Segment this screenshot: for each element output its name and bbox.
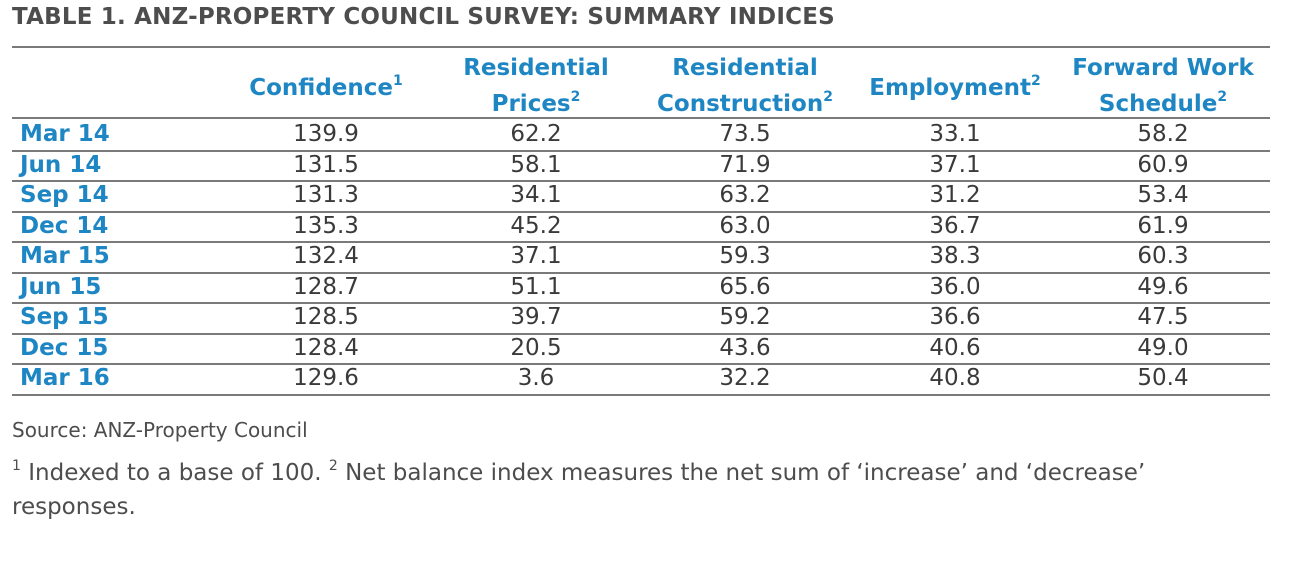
header-rule [12,117,1270,119]
table-cell: 58.1 [510,151,562,178]
row-label: Mar 15 [20,243,110,269]
column-header-label: Employment [869,75,1031,101]
row-divider [12,363,1270,365]
table-cell: 34.1 [510,182,562,208]
column-header-footnote-marker: 1 [393,73,403,89]
top-rule [12,46,1270,48]
table-cell: 43.6 [719,334,771,361]
column-header-footnote-marker: 2 [823,89,833,105]
row-divider [12,302,1270,304]
table-cell: 73.5 [719,121,771,147]
column-header-line1: Forward Work [1072,55,1254,81]
row-label: Jun 14 [20,151,102,178]
table-cell: 37.1 [510,243,562,269]
table-cell: 131.3 [293,182,359,208]
table-title: TABLE 1. ANZ-PROPERTY COUNCIL SURVEY: SU… [12,4,835,30]
row-label: Sep 14 [20,182,109,208]
row-divider [12,241,1270,243]
column-header: Construction2 [635,86,855,122]
row-divider [12,149,1270,152]
table-cell: 61.9 [1137,212,1189,239]
table-cell: 60.3 [1137,243,1189,269]
table-cell: 38.3 [929,243,981,269]
table-cell: 128.7 [293,273,359,300]
row-label: Sep 15 [20,304,109,330]
column-header: Confidence1 [216,70,436,106]
column-header-label: Prices [491,91,571,117]
table-cell: 50.4 [1137,365,1189,391]
footnote-text-1: Indexed to a base of 100. [20,460,329,486]
table-cell: 58.2 [1137,121,1189,147]
table-cell: 135.3 [293,212,359,239]
table-cell: 51.1 [510,273,562,300]
bottom-rule [12,394,1270,396]
table-cell: 59.3 [719,243,771,269]
row-label: Mar 14 [20,121,110,147]
column-header-label: Schedule [1098,91,1218,117]
table-cell: 49.0 [1137,334,1189,361]
column-header-footnote-marker: 2 [1031,73,1041,89]
table-cell: 128.5 [293,304,359,330]
table-cell: 129.6 [293,365,359,391]
footnote-marker-1: 1 [12,458,21,474]
table-cell: 36.0 [929,273,981,300]
row-label: Dec 15 [20,334,109,361]
table-cell: 132.4 [293,243,359,269]
column-header-label: Construction [657,91,824,117]
table-cell: 37.1 [929,151,981,178]
table-cell: 139.9 [293,121,359,147]
table-cell: 33.1 [929,121,981,147]
table-cell: 63.2 [719,182,771,208]
table-cell: 128.4 [293,334,359,361]
column-header: Employment2 [845,70,1065,106]
footnote-marker-2: 2 [328,458,338,474]
table-cell: 63.0 [719,212,771,239]
table-cell: 62.2 [510,121,562,147]
column-header-footnote-marker: 2 [570,89,581,105]
table-cell: 36.7 [929,212,981,239]
table-cell: 59.2 [719,304,771,330]
footnote-text-2: Net balance index measures the net sum o… [12,460,1146,520]
table-cell: 49.6 [1137,273,1189,300]
row-divider [12,210,1270,213]
column-header: Schedule2 [1053,86,1273,122]
table-cell: 71.9 [719,151,771,178]
table-cell: 40.8 [929,365,981,391]
table-cell: 31.2 [929,182,981,208]
column-header-line1: Residential [672,55,818,81]
table-cell: 20.5 [510,334,562,361]
footnote: 1 Indexed to a base of 100. 2 Net balanc… [12,456,1272,524]
table-cell: 53.4 [1137,182,1189,208]
table-cell: 3.6 [517,365,555,391]
table-cell: 65.6 [719,273,771,300]
source-note: Source: ANZ-Property Council [12,418,308,442]
row-divider [12,271,1270,274]
row-divider [12,180,1270,182]
column-header-footnote-marker: 2 [1217,89,1228,105]
row-label: Mar 16 [20,365,110,391]
row-divider [12,332,1270,335]
table-cell: 40.6 [929,334,981,361]
table-cell: 39.7 [510,304,562,330]
table-cell: 32.2 [719,365,771,391]
column-header: Prices2 [426,86,646,122]
row-label: Jun 15 [20,273,102,300]
table-cell: 45.2 [510,212,562,239]
column-header-label: Confidence [249,75,394,101]
column-header-line1: Residential [463,55,609,81]
row-label: Dec 14 [20,212,109,239]
table-cell: 36.6 [929,304,981,330]
table-cell: 60.9 [1137,151,1189,178]
table-cell: 131.5 [293,151,359,178]
table-cell: 47.5 [1137,304,1189,330]
